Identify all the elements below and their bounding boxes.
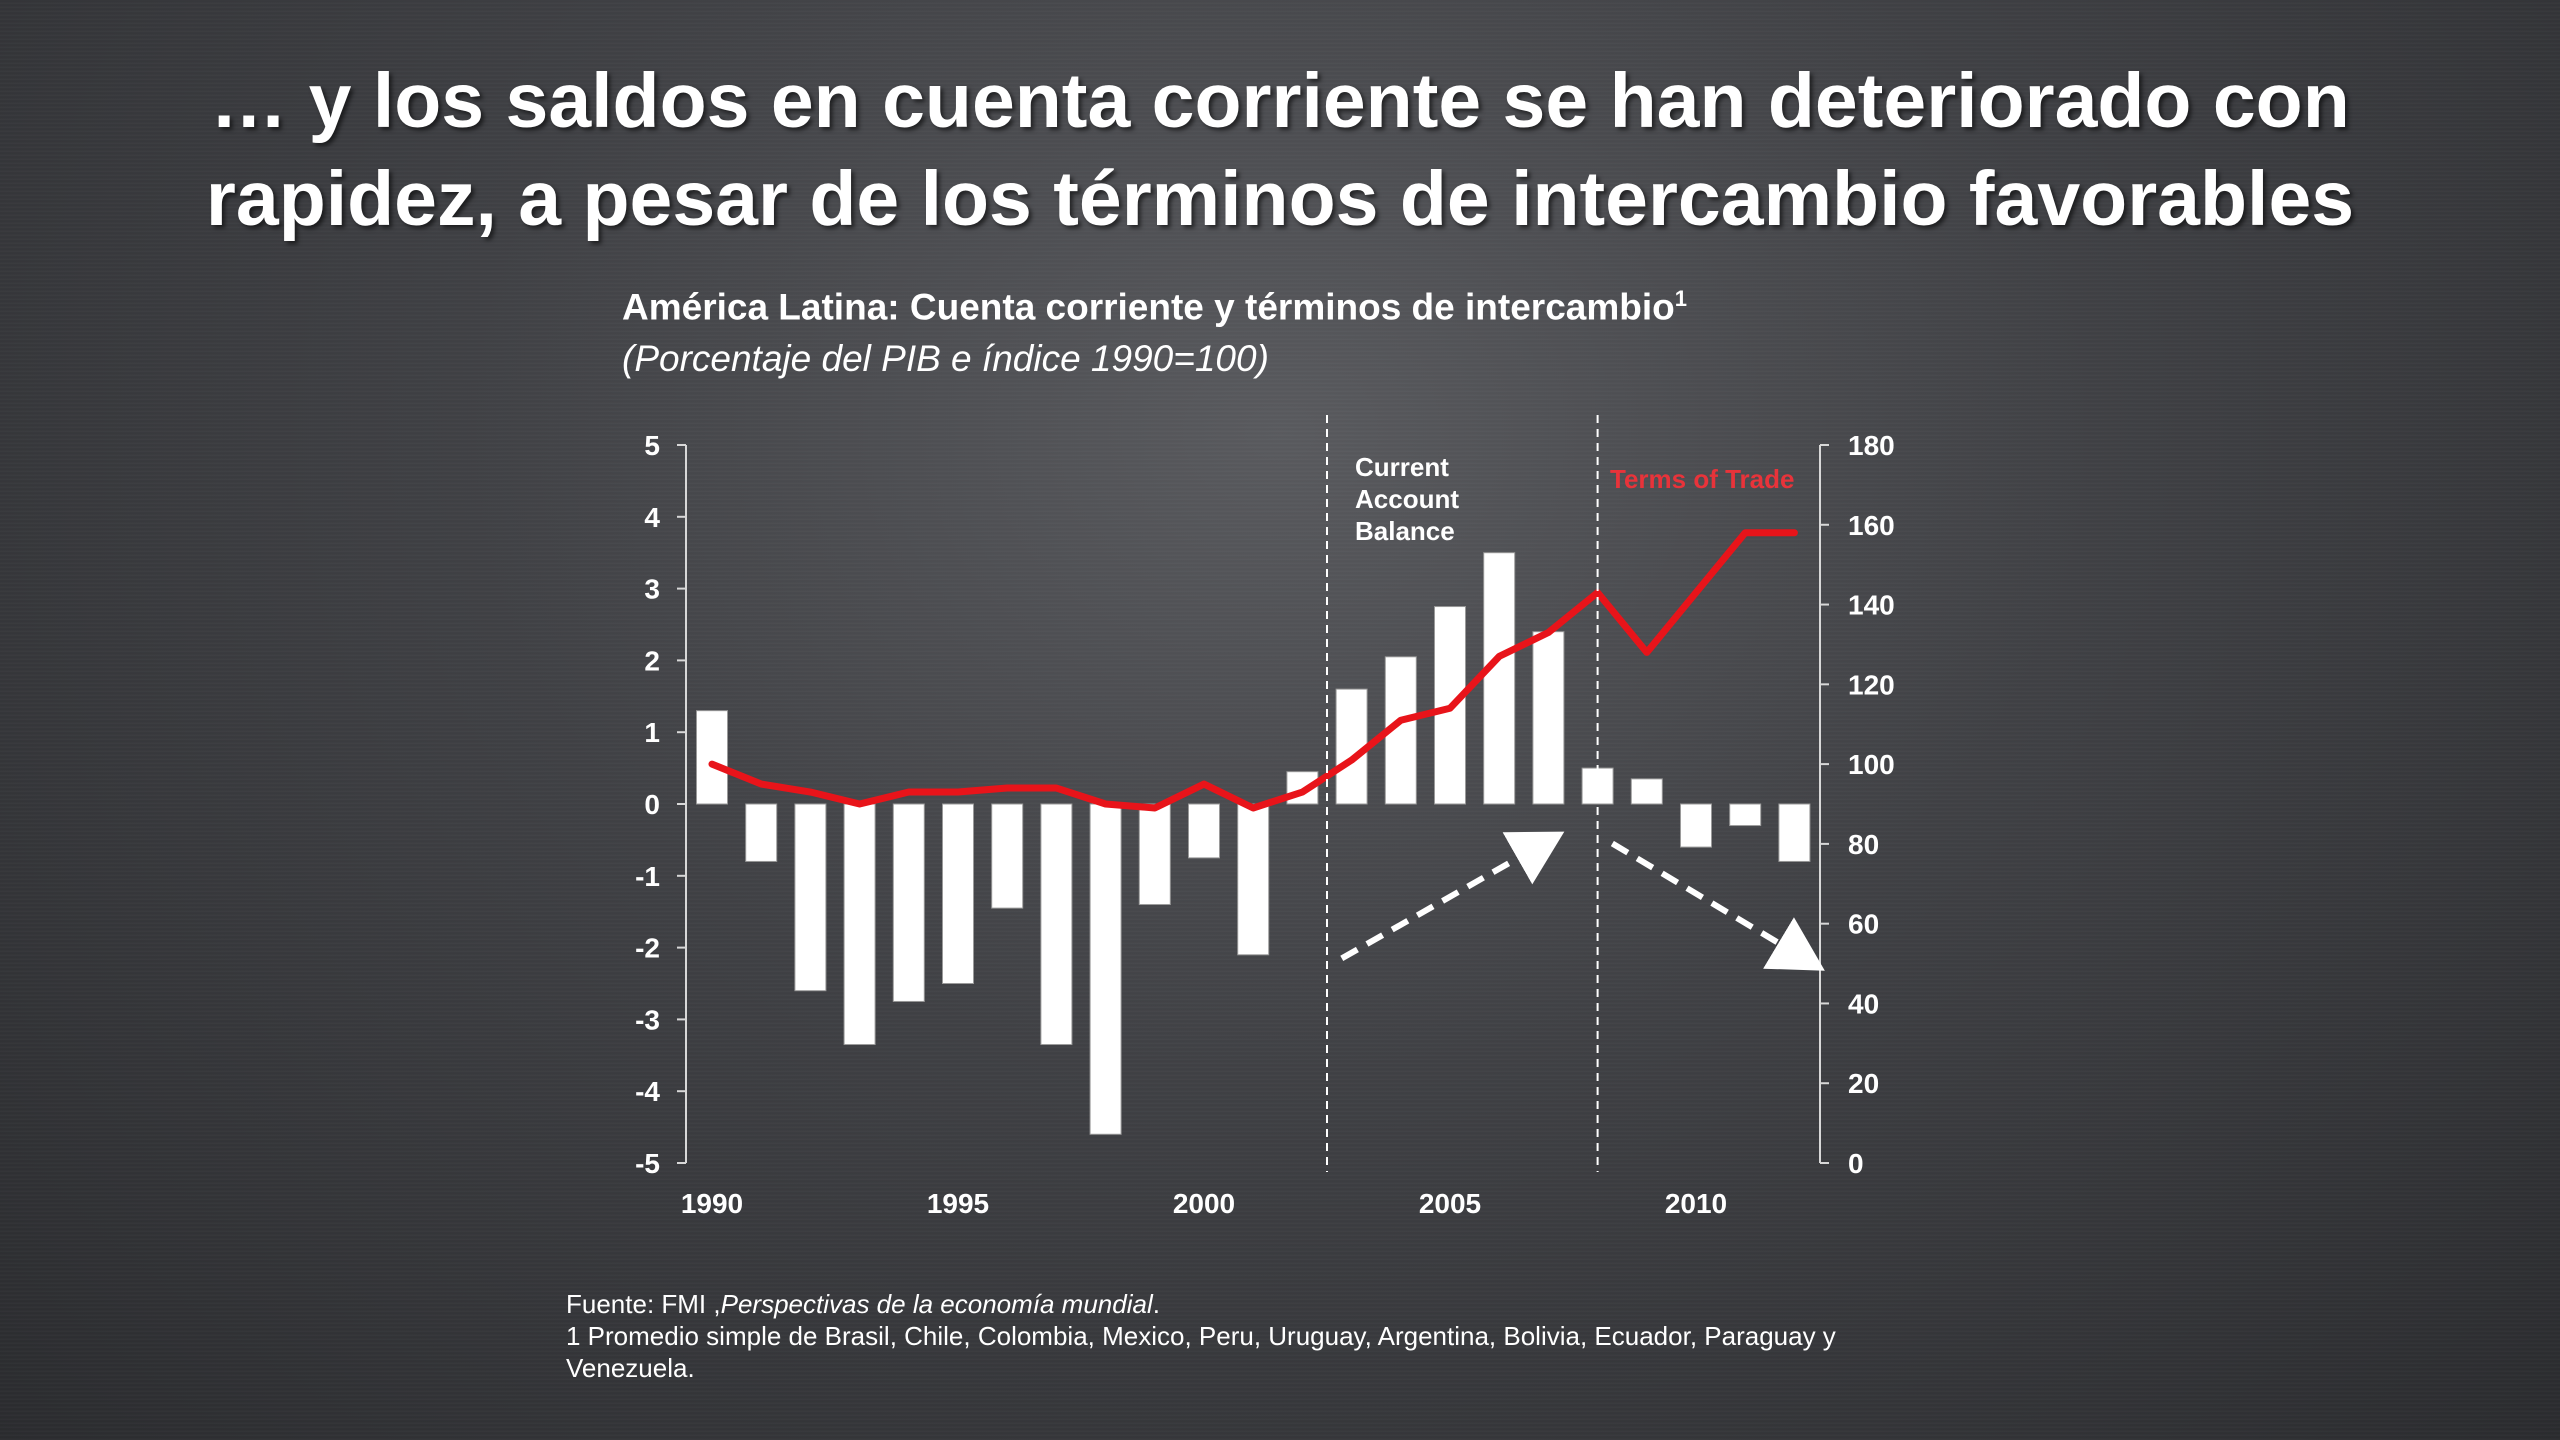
bar-2012 xyxy=(1778,803,1811,862)
slide-title-line-1: … y los saldos en cuenta corriente se ha… xyxy=(210,58,2350,144)
rising-trend-arrow xyxy=(1340,831,1565,961)
right-axis-tick-label: 100 xyxy=(1848,749,1895,780)
right-axis-tick-label: 20 xyxy=(1848,1068,1879,1099)
slide-title: … y los saldos en cuenta corriente se ha… xyxy=(0,52,2560,248)
right-axis-tick-label: 40 xyxy=(1848,988,1879,1019)
bar-1995 xyxy=(942,803,974,984)
right-axis-tick-label: 180 xyxy=(1848,430,1895,461)
source-publication: Perspectivas de la economía mundial xyxy=(720,1289,1153,1319)
bar-2011 xyxy=(1729,803,1762,827)
bar-2009 xyxy=(1630,778,1663,805)
bar-1991 xyxy=(745,803,778,862)
bar-2000 xyxy=(1188,803,1220,859)
right-axis-tick-label: 80 xyxy=(1848,829,1879,860)
bar-2007 xyxy=(1532,631,1565,805)
bar-2003 xyxy=(1335,688,1368,805)
x-axis-tick-label: 2000 xyxy=(1173,1188,1235,1219)
left-axis-tick-label: 2 xyxy=(644,645,660,676)
left-axis-tick-label: -5 xyxy=(635,1148,660,1179)
chart-title: América Latina: Cuenta corriente y térmi… xyxy=(622,286,1687,328)
left-axis-tick-label: -2 xyxy=(635,933,660,964)
left-axis-tick-label: -3 xyxy=(635,1004,660,1035)
left-axis-tick-label: -1 xyxy=(635,861,660,892)
bar-1992 xyxy=(794,803,827,992)
current-account-label-line: Account xyxy=(1355,484,1459,514)
bar-1999 xyxy=(1138,803,1171,906)
x-axis-tick-label: 1995 xyxy=(927,1188,989,1219)
current-account-label-line: Current xyxy=(1355,452,1449,482)
right-axis-tick-label: 140 xyxy=(1848,590,1895,621)
bar-1998 xyxy=(1089,803,1122,1135)
x-axis-tick-label: 2005 xyxy=(1419,1188,1481,1219)
left-axis-tick-label: 1 xyxy=(644,717,660,748)
footnote-line: 1 Promedio simple de Brasil, Chile, Colo… xyxy=(566,1321,1836,1383)
chart-title-footnote-mark: 1 xyxy=(1674,286,1687,311)
bar-2010 xyxy=(1680,803,1712,848)
falling-trend-arrow xyxy=(1610,840,1825,971)
x-axis-tick-label: 2010 xyxy=(1665,1188,1727,1219)
chart-title-text: América Latina: Cuenta corriente y térmi… xyxy=(622,286,1675,328)
bar-2006 xyxy=(1483,552,1516,805)
bar-1996 xyxy=(991,803,1024,909)
terms-of-trade-line xyxy=(708,529,1798,812)
bar-1994 xyxy=(892,803,925,1002)
left-axis-tick-label: -4 xyxy=(635,1076,660,1107)
source-note: Fuente: FMI ,Perspectivas de la economía… xyxy=(566,1288,1926,1384)
slide-title-line-2: rapidez, a pesar de los términos de inte… xyxy=(205,156,2355,242)
left-axis-tick-label: 5 xyxy=(644,430,660,461)
source-suffix: . xyxy=(1152,1289,1160,1319)
right-axis-tick-label: 0 xyxy=(1848,1148,1864,1179)
right-axis-tick-label: 120 xyxy=(1848,669,1895,700)
right-axis-tick-label: 160 xyxy=(1848,510,1895,541)
bar-2001 xyxy=(1237,803,1270,956)
x-axis-tick-label: 1990 xyxy=(681,1188,743,1219)
bar-1997 xyxy=(1040,803,1073,1046)
bar-2004 xyxy=(1384,656,1417,805)
right-axis-tick-label: 60 xyxy=(1848,909,1879,940)
current-account-label-line: Balance xyxy=(1355,516,1455,546)
source-line: Fuente: FMI ,Perspectivas de la economía… xyxy=(566,1288,1926,1320)
bar-1993 xyxy=(843,803,876,1046)
left-axis-tick-label: 4 xyxy=(644,502,660,533)
source-prefix: Fuente: FMI , xyxy=(566,1289,721,1319)
chart-subtitle: (Porcentaje del PIB e índice 1990=100) xyxy=(622,338,1269,379)
terms-of-trade-label: Terms of Trade xyxy=(1610,464,1794,494)
left-axis-tick-label: 0 xyxy=(644,789,660,820)
bar-1990 xyxy=(696,710,728,805)
left-axis-tick-label: 3 xyxy=(644,574,660,605)
